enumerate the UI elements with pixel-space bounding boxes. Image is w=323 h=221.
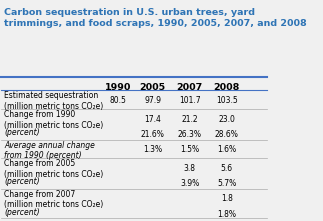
Text: 5.7%: 5.7%: [217, 179, 236, 188]
Text: 103.5: 103.5: [216, 96, 238, 105]
Text: 2005: 2005: [140, 83, 166, 92]
Text: (percent): (percent): [4, 128, 40, 137]
Text: Change from 2007
(million metric tons CO₂e): Change from 2007 (million metric tons CO…: [4, 190, 103, 209]
Text: 2007: 2007: [177, 83, 203, 92]
Text: 1.8: 1.8: [221, 194, 233, 203]
Text: 23.0: 23.0: [218, 115, 235, 124]
Text: 3.9%: 3.9%: [180, 179, 199, 188]
Text: 1.5%: 1.5%: [180, 145, 199, 154]
Text: 28.6%: 28.6%: [215, 130, 239, 139]
Text: (percent): (percent): [4, 177, 40, 187]
Text: 17.4: 17.4: [144, 115, 161, 124]
Text: (percent): (percent): [4, 208, 40, 217]
Text: 101.7: 101.7: [179, 96, 201, 105]
Text: 3.8: 3.8: [184, 164, 196, 173]
Text: 2008: 2008: [214, 83, 240, 92]
Text: 5.6: 5.6: [221, 164, 233, 173]
Text: 26.3%: 26.3%: [178, 130, 202, 139]
Text: 80.5: 80.5: [110, 96, 127, 105]
Text: Change from 1990
(million metric tons CO₂e): Change from 1990 (million metric tons CO…: [4, 110, 103, 130]
Text: 1.8%: 1.8%: [217, 210, 236, 219]
Text: 21.6%: 21.6%: [141, 130, 164, 139]
Text: 1.6%: 1.6%: [217, 145, 236, 154]
Text: Carbon sequestration in U.S. urban trees, yard
trimmings, and food scraps, 1990,: Carbon sequestration in U.S. urban trees…: [4, 8, 307, 28]
Text: 97.9: 97.9: [144, 96, 161, 105]
Text: 21.2: 21.2: [182, 115, 198, 124]
Text: 1990: 1990: [105, 83, 131, 92]
Text: 1.3%: 1.3%: [143, 145, 162, 154]
Text: Estimated sequestration
(million metric tons CO₂e): Estimated sequestration (million metric …: [4, 91, 103, 111]
Text: Change from 2005
(million metric tons CO₂e): Change from 2005 (million metric tons CO…: [4, 159, 103, 179]
Text: Average annual change
from 1990 (percent): Average annual change from 1990 (percent…: [4, 141, 95, 160]
